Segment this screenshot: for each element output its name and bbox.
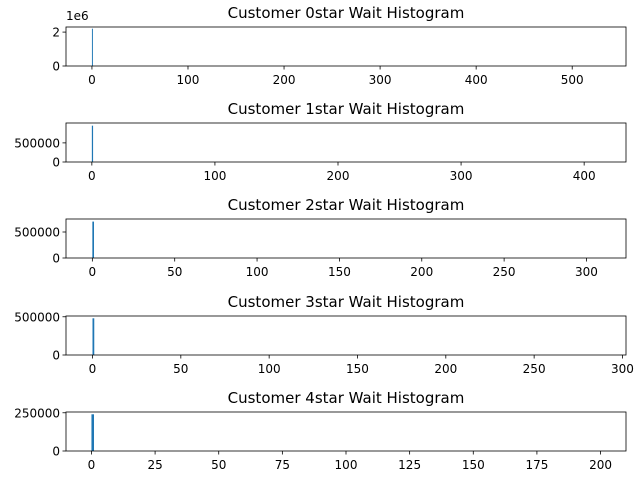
x-tick-label: 300: [369, 73, 392, 87]
x-tick-label: 100: [203, 169, 226, 183]
x-tick-label: 50: [173, 362, 188, 376]
x-tick-label: 0: [88, 169, 96, 183]
y-offset-label: 1e6: [66, 9, 89, 23]
x-tick-label: 300: [450, 169, 473, 183]
axes-frame: [65, 411, 627, 452]
x-tick-label: 250: [523, 362, 546, 376]
x-tick-label: 100: [258, 362, 281, 376]
y-tick-label: 0: [52, 156, 60, 170]
axes-frame: [65, 26, 627, 67]
histogram-bar: [92, 221, 94, 258]
x-tick-label: 50: [211, 458, 226, 472]
x-tick-label: 25: [147, 458, 162, 472]
x-tick-label: 200: [434, 362, 457, 376]
y-tick-label: 2: [52, 26, 60, 40]
y-tick-label: 500000: [14, 136, 60, 150]
x-tick-label: 200: [327, 169, 350, 183]
y-tick-label: 500000: [14, 226, 60, 240]
y-tick-label: 500000: [14, 310, 60, 324]
y-tick-label: 250000: [14, 406, 60, 420]
x-tick-label: 0: [88, 73, 96, 87]
chart-title: Customer 1star Wait Histogram: [228, 100, 465, 118]
x-tick-label: 200: [410, 265, 433, 279]
axes-frame: [65, 218, 627, 259]
chart-title: Customer 3star Wait Histogram: [228, 293, 465, 311]
histogram-bar: [91, 28, 93, 66]
chart-title: Customer 2star Wait Histogram: [228, 196, 465, 214]
x-tick-label: 0: [88, 458, 96, 472]
y-tick-label: 0: [52, 60, 60, 74]
x-tick-label: 100: [335, 458, 358, 472]
x-tick-label: 100: [246, 265, 269, 279]
y-tick-label: 0: [52, 349, 60, 363]
x-tick-label: 0: [89, 265, 97, 279]
chart-title: Customer 0star Wait Histogram: [228, 4, 465, 22]
x-tick-label: 300: [575, 265, 598, 279]
x-tick-label: 200: [273, 73, 296, 87]
x-tick-label: 300: [611, 362, 634, 376]
histogram-bar: [92, 318, 95, 355]
y-tick-label: 0: [52, 252, 60, 266]
x-tick-label: 0: [89, 362, 97, 376]
x-tick-label: 175: [525, 458, 548, 472]
x-tick-label: 150: [328, 265, 351, 279]
y-tick-label: 0: [52, 445, 60, 459]
axes-frame: [65, 122, 627, 163]
x-tick-label: 100: [177, 73, 200, 87]
x-tick-label: 400: [465, 73, 488, 87]
x-tick-label: 150: [346, 362, 369, 376]
x-tick-label: 250: [493, 265, 516, 279]
x-tick-label: 500: [561, 73, 584, 87]
histogram-bar: [91, 414, 94, 451]
x-tick-label: 400: [573, 169, 596, 183]
x-tick-label: 75: [275, 458, 290, 472]
x-tick-label: 50: [167, 265, 182, 279]
histogram-bar: [91, 125, 94, 162]
x-tick-label: 200: [589, 458, 612, 472]
chart-title: Customer 4star Wait Histogram: [228, 389, 465, 407]
axes-frame: [65, 315, 627, 356]
x-tick-label: 125: [398, 458, 421, 472]
x-tick-label: 150: [462, 458, 485, 472]
